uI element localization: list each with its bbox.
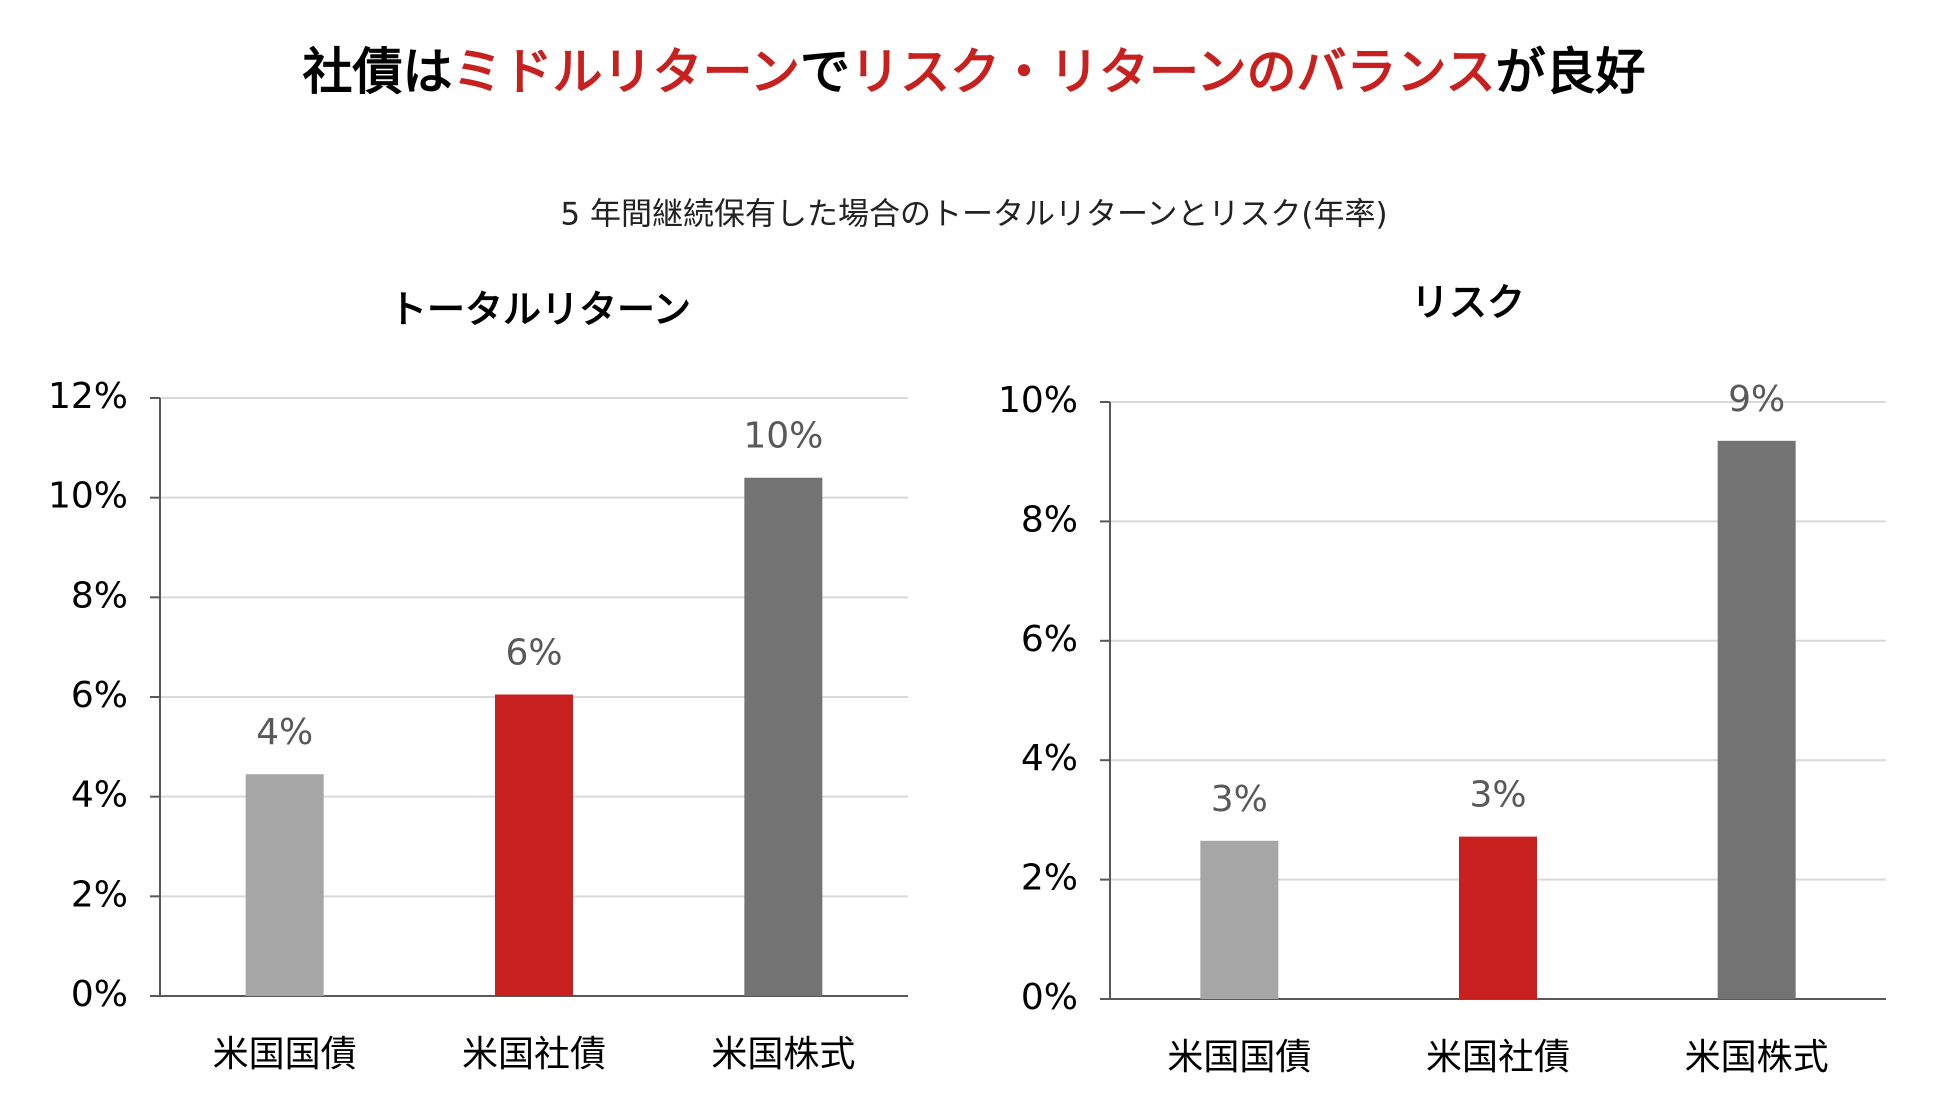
bar: [744, 477, 823, 996]
value-label: 6%: [505, 633, 562, 674]
bar: [1200, 840, 1279, 999]
subtitle: 5 年間継続保有した場合のトータルリターンとリスク(年率): [560, 197, 1387, 233]
title-part: が良好: [1496, 43, 1646, 101]
y-tick-label: 2%: [71, 874, 128, 915]
y-tick-label: 8%: [1021, 499, 1078, 540]
value-label: 4%: [256, 712, 313, 753]
y-tick-label: 0%: [1021, 977, 1078, 1018]
x-tick-label: 米国国債: [213, 1034, 357, 1075]
y-tick-label: 12%: [48, 376, 128, 417]
x-tick-label: 米国株式: [1685, 1037, 1829, 1078]
bar: [245, 774, 324, 996]
y-tick-label: 6%: [1021, 619, 1078, 660]
y-tick-label: 4%: [1021, 738, 1078, 779]
x-tick-label: 米国株式: [711, 1034, 855, 1075]
bar: [495, 694, 573, 996]
bar: [1459, 836, 1537, 999]
chart-title: トータルリターン: [389, 288, 691, 332]
title-part: 社債は: [303, 43, 453, 101]
y-tick-label: 0%: [71, 974, 128, 1015]
y-tick-label: 4%: [71, 775, 128, 816]
x-tick-label: 米国国債: [1167, 1037, 1311, 1078]
chart-title: リスク: [1411, 281, 1525, 325]
title-part: で: [800, 43, 850, 101]
value-label: 10%: [743, 416, 823, 457]
y-tick-label: 2%: [1021, 858, 1078, 899]
y-tick-label: 10%: [998, 380, 1078, 421]
bar: [1717, 440, 1796, 999]
slide-title: 社債はミドルリターンでリスク・リターンのバランスが良好: [303, 43, 1646, 101]
y-tick-label: 8%: [71, 575, 128, 616]
y-tick-label: 10%: [48, 476, 128, 517]
value-label: 3%: [1211, 779, 1268, 820]
title-part: ミドルリターン: [453, 43, 801, 101]
y-tick-label: 6%: [71, 675, 128, 716]
x-tick-label: 米国社債: [462, 1034, 606, 1075]
x-tick-label: 米国社債: [1426, 1037, 1570, 1078]
value-label: 3%: [1469, 775, 1526, 816]
value-label: 9%: [1728, 379, 1785, 420]
title-part: リスク・リターンのバランス: [850, 43, 1496, 101]
